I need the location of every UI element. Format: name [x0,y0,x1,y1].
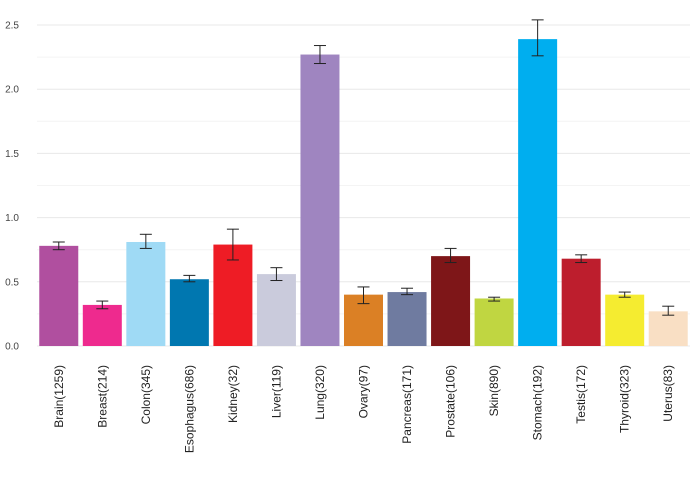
error-bar [662,305,675,316]
error-bar [401,287,414,296]
x-category-label: Uterus(83) [661,365,675,422]
y-axis-ticks: 0.0 0.5 1.0 1.5 2.0 2.5 [5,21,19,353]
bar [300,54,340,346]
bar [648,311,688,346]
y-tick-label: 0.0 [5,342,19,353]
x-category-label: Lung(320) [313,365,327,420]
y-tick-label: 2.5 [5,21,19,32]
error-bar [575,254,588,264]
error-bar [139,233,152,249]
bars [39,39,688,347]
error-bar [96,300,109,310]
error-bar [531,19,544,57]
bar [431,256,471,346]
bar [605,294,645,346]
x-category-label: Brain(1259) [52,365,66,428]
x-category-label: Kidney(32) [226,365,240,423]
x-axis-labels: Brain(1259) Breast(214) Colon(345) Esophagu… [52,365,675,453]
x-category-label: Pancreas(171) [400,365,414,444]
bar [82,304,122,346]
bar [126,241,166,346]
bar [561,258,601,346]
x-category-label: Stomach(192) [531,365,545,440]
error-bar [444,247,457,264]
error-bar [313,45,326,65]
error-bar [618,291,631,298]
x-category-label: Skin(890) [487,365,501,416]
error-bar [52,241,65,251]
y-tick-label: 2.0 [5,85,19,96]
error-bar [270,267,283,282]
bar [256,274,296,346]
error-bar [488,296,501,302]
bar [39,245,79,346]
bar [474,298,514,346]
x-category-label: Testis(172) [574,365,588,424]
error-bars [52,19,675,316]
bar [169,279,209,346]
error-bar [183,274,196,283]
bar [213,244,253,346]
x-category-label: Prostate(106) [444,365,458,438]
x-category-label: Esophagus(686) [182,365,196,453]
x-category-label: Breast(214) [95,365,109,428]
y-tick-label: 1.5 [5,149,19,160]
x-category-label: Colon(345) [139,365,153,424]
bar [387,292,427,346]
bar [518,39,558,347]
y-tick-label: 1.0 [5,213,19,224]
error-bar [226,228,239,261]
x-category-label: Liver(119) [269,365,283,418]
x-category-label: Ovary(97) [357,365,371,418]
y-tick-label: 0.5 [5,277,19,288]
x-category-label: Thyroid(323) [618,365,632,433]
error-bar [357,286,370,305]
